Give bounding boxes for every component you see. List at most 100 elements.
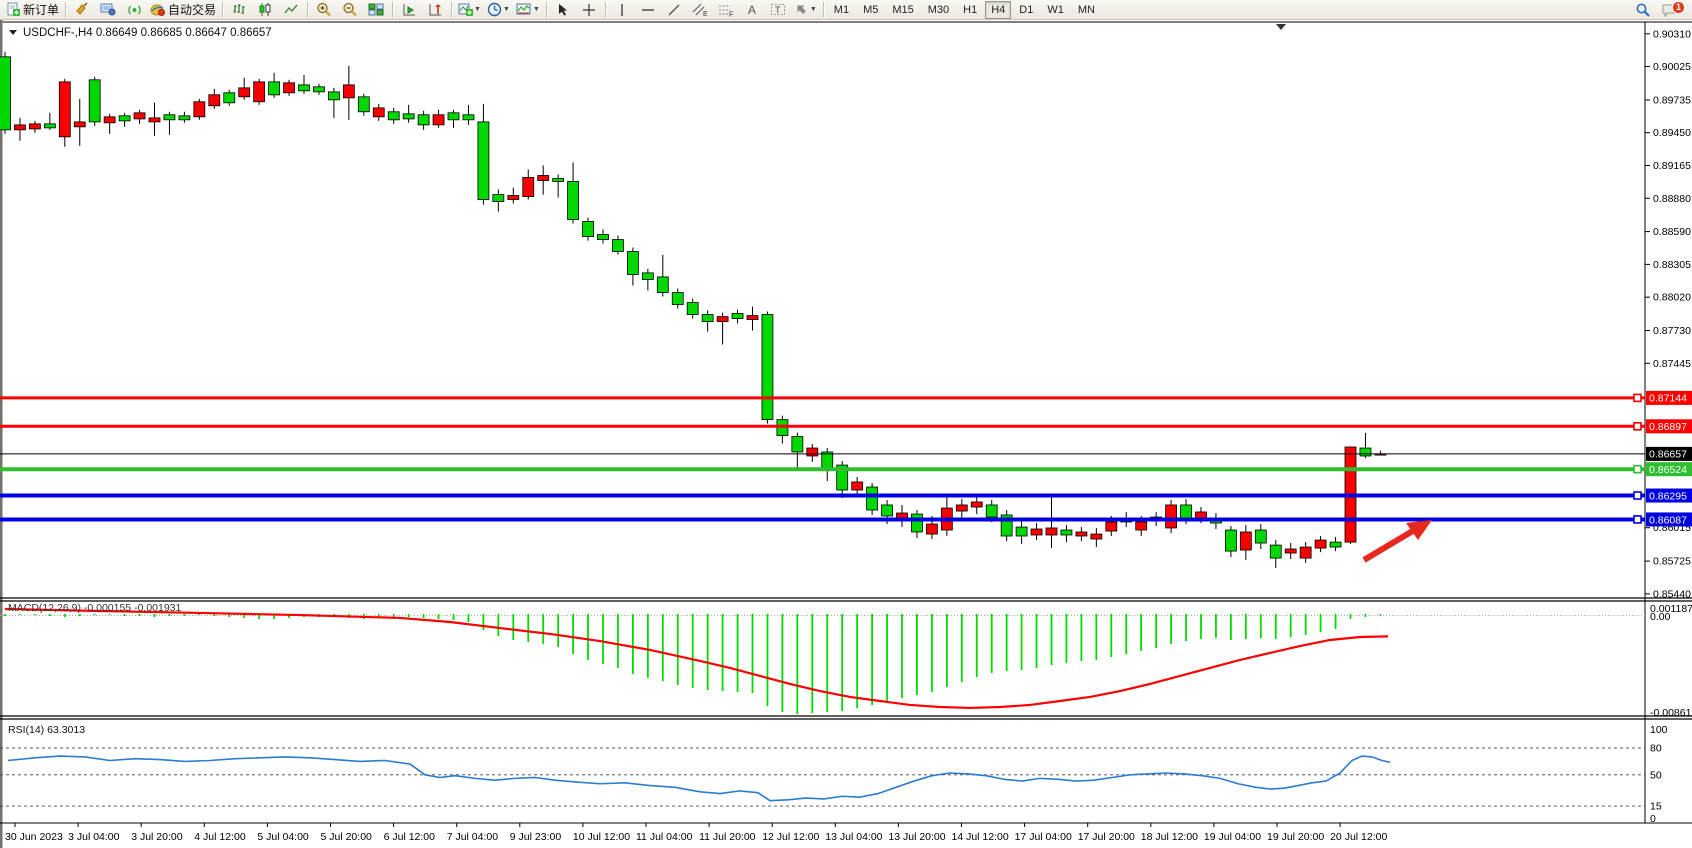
fibonacci-tool-button[interactable]: F [713, 0, 739, 20]
candle-body [447, 112, 460, 121]
rsi-pane: RSI(14) 63.3013 100 80 50 150 [0, 724, 1668, 825]
new-order-button[interactable]: 新订单 [3, 0, 62, 20]
rsi-axis-label: 50 [1650, 769, 1662, 781]
candle-body [582, 221, 594, 237]
sweep-button[interactable] [69, 0, 95, 20]
shift-marker-icon[interactable] [1276, 24, 1286, 30]
date-label: 4 Jul 12:00 [194, 831, 246, 843]
candle-body [866, 486, 878, 511]
chart-shift-icon [403, 4, 415, 16]
auto-trading-icon [150, 4, 166, 16]
date-label: 7 Jul 04:00 [447, 831, 499, 843]
tile-windows-button[interactable] [363, 0, 389, 20]
candle-body [731, 313, 744, 319]
timeframe-button-m1[interactable]: M1 [833, 3, 850, 16]
bar-chart-mode-button[interactable] [226, 0, 252, 20]
chart-title: USDCHF-,H4 0.86649 0.86685 0.86647 0.866… [9, 27, 272, 39]
cursor-tool-button[interactable] [550, 0, 576, 20]
candle-body [1180, 504, 1192, 520]
candle-body [955, 504, 968, 512]
candle-body [268, 81, 281, 96]
candle-body [28, 123, 41, 130]
auto-trading-button[interactable]: 自动交易 [147, 0, 219, 20]
signals-button[interactable] [121, 0, 147, 20]
templates-button[interactable]: ▼ [513, 0, 543, 20]
candle-body [402, 113, 415, 120]
timeframe-button-d1[interactable]: D1 [1019, 3, 1034, 16]
candle-body [43, 123, 56, 129]
vline-tool-button[interactable] [609, 0, 635, 20]
price-tick-label: 0.87730 [1653, 325, 1691, 337]
date-label: 6 Jul 12:00 [384, 831, 436, 843]
chart-shift-button[interactable] [396, 0, 422, 20]
window-left-edge [0, 20, 3, 848]
crosshair-tool-button[interactable] [576, 0, 602, 20]
signal-icon [127, 5, 141, 15]
timeframe-button-m5[interactable]: M5 [863, 3, 879, 16]
price-tick-label: 0.89735 [1653, 94, 1691, 106]
zoom-in-button[interactable] [311, 0, 337, 20]
hline-anchor[interactable] [1633, 393, 1642, 403]
current-price-label: 0.86657 [1649, 449, 1687, 461]
timeframe-button-h4[interactable]: H4 [985, 0, 1012, 19]
price-tick-label: 0.85440 [1653, 588, 1691, 600]
zoom-out-button[interactable] [337, 0, 363, 20]
candle-body [372, 107, 385, 118]
candle-body [342, 84, 355, 99]
hline-tool-button[interactable] [635, 0, 661, 20]
line-chart-mode-button[interactable] [278, 0, 304, 20]
chart-window[interactable]: 0.90310 0.90025 0.89735 0.89450 0.89165 0.888… [0, 20, 1692, 848]
channel-tool-button[interactable]: E [687, 0, 713, 20]
price-tick-label: 0.90310 [1653, 28, 1691, 40]
candle-body [567, 181, 579, 220]
macd-axis-min: -0.008615 [1650, 707, 1692, 719]
timeframe-button-mn[interactable]: MN [1077, 3, 1095, 16]
new-order-label: 新订单 [23, 3, 60, 17]
hline-anchor[interactable] [1633, 421, 1642, 431]
hline-price-label: 0.86087 [1649, 514, 1687, 526]
hline-price-tag [1646, 512, 1692, 527]
periods-button[interactable]: ▼ [484, 0, 513, 20]
candle-body [627, 251, 639, 275]
candle-body [1030, 528, 1043, 536]
candle-body [1105, 521, 1118, 532]
date-label: 9 Jul 23:00 [510, 831, 562, 843]
terminal-button[interactable] [95, 0, 121, 20]
trendline-tool-button[interactable] [661, 0, 687, 20]
notifications-button[interactable]: 1 [1656, 0, 1685, 20]
hline-price-tag [1646, 419, 1692, 434]
macd-signal-line [4, 607, 1389, 710]
arrow-shaft [1362, 526, 1418, 563]
hline-anchor[interactable] [1633, 515, 1642, 524]
timeframe-button-m30[interactable]: M30 [927, 3, 950, 16]
separator [604, 2, 606, 17]
hline-anchor[interactable] [1633, 491, 1642, 500]
symbol-dropdown-icon[interactable] [9, 30, 17, 35]
new-order-icon [7, 2, 20, 16]
trendline-icon [668, 4, 680, 15]
hline-anchor[interactable] [1633, 464, 1642, 474]
candle-chart-mode-button[interactable] [252, 0, 278, 20]
arrow-head [1406, 520, 1432, 540]
symbol-ohlc-title: USDCHF-,H4 0.86649 0.86685 0.86647 0.866… [23, 27, 272, 39]
separator [545, 2, 547, 17]
search-button[interactable] [1630, 0, 1656, 20]
candle-body [387, 111, 400, 121]
current-price-tag [1646, 446, 1692, 461]
candle-body [1225, 529, 1237, 552]
timeframe-button-h1[interactable]: H1 [963, 3, 978, 16]
price-tick-label: 0.89165 [1653, 160, 1691, 172]
add-indicator-button[interactable]: ▼ [455, 0, 484, 20]
candlestick-icon [259, 3, 271, 16]
chevron-down-icon: ▼ [532, 6, 540, 13]
terminal-icon [100, 3, 116, 16]
timeframe-button-m15[interactable]: M15 [892, 3, 914, 16]
timeframe-bar: M1 M5 M15 M30 H1 H4 D1 W1 MN [827, 0, 1102, 19]
candle-body [597, 234, 609, 240]
arrows-tool-button[interactable]: ▼ [791, 0, 820, 20]
auto-scroll-button[interactable] [422, 0, 448, 20]
text-label-tool-button[interactable]: T [765, 0, 791, 20]
arrow-annotation[interactable] [1362, 520, 1432, 563]
timeframe-button-w1[interactable]: W1 [1047, 3, 1064, 16]
text-tool-button[interactable]: A [739, 0, 765, 20]
